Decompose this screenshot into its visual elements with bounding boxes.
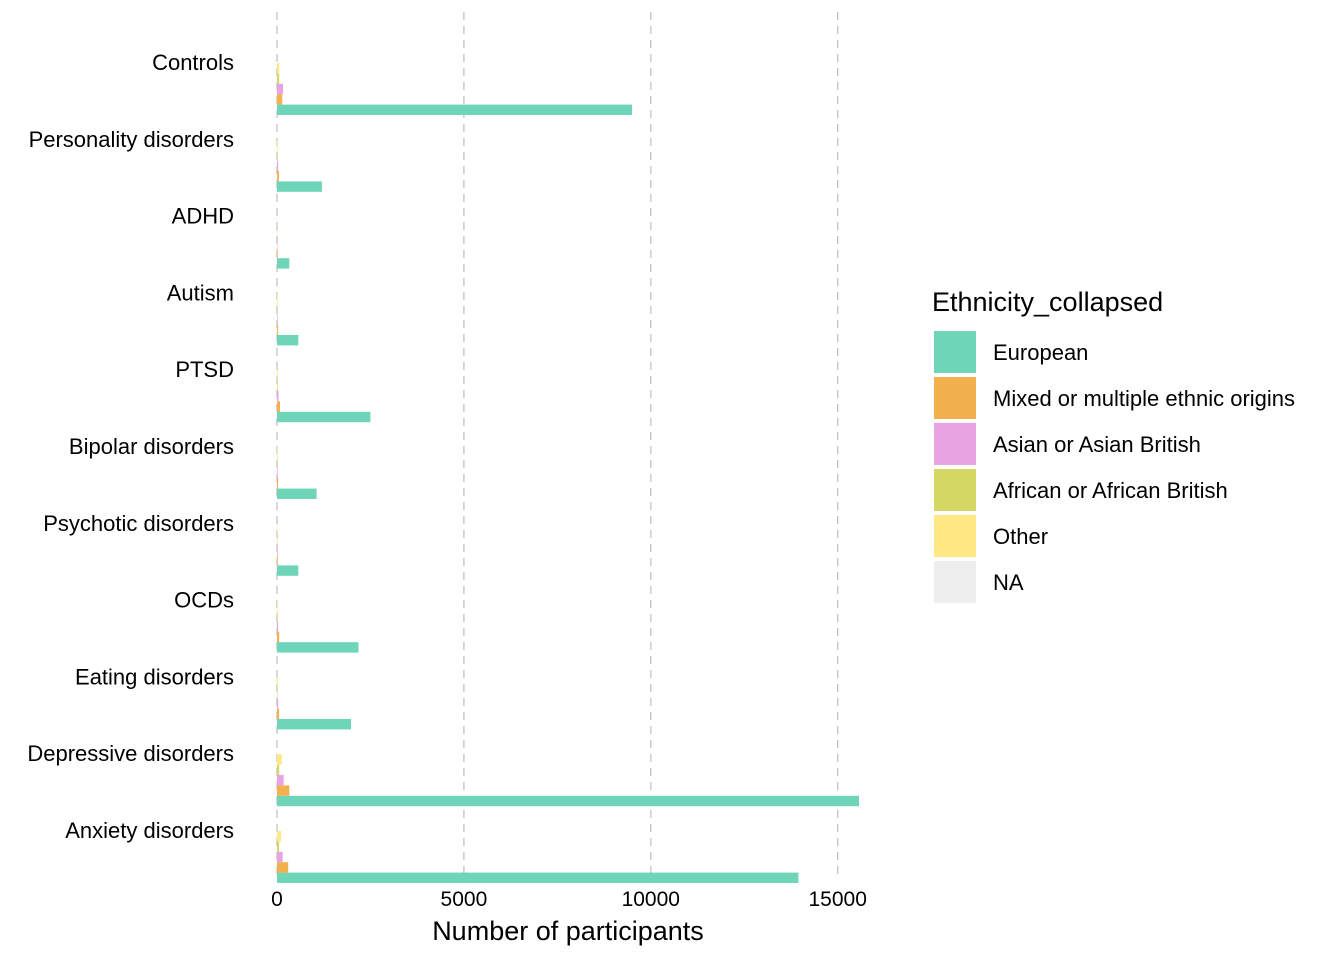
bar-psychotic-disorders-asian-or-asian-british <box>277 544 278 555</box>
gridlines <box>276 12 839 876</box>
bar-ocds-asian-or-asian-british <box>277 621 279 632</box>
legend-label-other: Other <box>993 524 1048 549</box>
bar-ocds-other <box>277 600 278 611</box>
y-label-ptsd: PTSD <box>175 357 234 382</box>
bar-psychotic-disorders-european <box>277 565 299 576</box>
y-label-controls: Controls <box>152 50 234 75</box>
bar-ocds-european <box>277 642 359 653</box>
x-tick-5000: 5000 <box>441 888 488 911</box>
legend-label-african-or-african-british: African or African British <box>993 478 1228 503</box>
bar-anxiety-disorders-other <box>277 831 282 842</box>
bar-psychotic-disorders-mixed-or-multiple-ethnic-origins <box>277 555 278 566</box>
x-tick-10000: 10000 <box>622 888 680 911</box>
y-label-ocds: OCDs <box>174 588 234 613</box>
bar-personality-disorders-asian-or-asian-british <box>277 160 279 171</box>
bar-bipolar-disorders-other <box>277 447 278 458</box>
bar-ptsd-asian-or-asian-british <box>277 391 279 402</box>
legend: Ethnicity_collapsed European Mixed or mul… <box>932 287 1295 605</box>
legend-label-mixed-or-multiple-ethnic-origins: Mixed or multiple ethnic origins <box>993 386 1295 411</box>
bar-controls-other <box>277 63 280 74</box>
bar-anxiety-disorders-mixed-or-multiple-ethnic-origins <box>277 862 289 873</box>
bar-ptsd-mixed-or-multiple-ethnic-origins <box>277 401 280 412</box>
y-label-depressive-disorders: Depressive disorders <box>27 741 234 766</box>
legend-swatch-mixed-or-multiple-ethnic-origins <box>932 375 978 421</box>
y-label-personality-disorders: Personality disorders <box>29 127 234 152</box>
legend-label-european: European <box>993 340 1088 365</box>
bar-autism-mixed-or-multiple-ethnic-origins <box>277 324 279 335</box>
bar-autism-asian-or-asian-british <box>277 314 278 325</box>
bar-bipolar-disorders-asian-or-asian-british <box>277 467 278 479</box>
y-label-adhd: ADHD <box>172 204 234 229</box>
bar-depressive-disorders-other <box>277 754 282 765</box>
bar-eating-disorders-other <box>277 677 278 688</box>
bar-anxiety-disorders-asian-or-asian-british <box>277 851 283 863</box>
legend-swatch-other <box>932 513 978 559</box>
bar-anxiety-disorders-african-or-african-british <box>277 841 280 852</box>
bar-controls-african-or-african-british <box>277 73 280 84</box>
y-label-eating-disorders: Eating disorders <box>75 664 234 689</box>
legend-swatch-asian-or-asian-british <box>932 421 978 467</box>
bar-adhd-mixed-or-multiple-ethnic-origins <box>277 247 278 259</box>
legend-swatch-european <box>932 329 978 375</box>
bar-anxiety-disorders-european <box>277 872 799 883</box>
y-label-bipolar-disorders: Bipolar disorders <box>69 434 234 459</box>
bar-ptsd-african-or-african-british <box>277 380 278 391</box>
bar-bipolar-disorders-european <box>277 488 317 499</box>
bar-controls-european <box>277 104 633 115</box>
bar-ptsd-other <box>277 370 278 381</box>
y-label-autism: Autism <box>167 280 234 305</box>
bar-controls-asian-or-asian-british <box>277 83 283 95</box>
bars <box>277 63 859 883</box>
bar-ocds-african-or-african-british <box>277 611 278 622</box>
y-label-anxiety-disorders: Anxiety disorders <box>65 818 234 843</box>
bar-depressive-disorders-mixed-or-multiple-ethnic-origins <box>277 785 290 796</box>
bar-autism-european <box>277 335 299 346</box>
bar-adhd-european <box>277 258 290 269</box>
legend-swatch-na <box>932 559 978 605</box>
bar-depressive-disorders-european <box>277 795 859 807</box>
x-axis-tick-labels: 0 5000 10000 15000 <box>271 888 867 911</box>
bar-ocds-mixed-or-multiple-ethnic-origins <box>277 631 280 643</box>
x-tick-15000: 15000 <box>808 888 866 911</box>
bar-controls-mixed-or-multiple-ethnic-origins <box>277 94 283 105</box>
bar-personality-disorders-other <box>277 139 278 151</box>
legend-swatch-african-or-african-british <box>932 467 978 513</box>
bar-depressive-disorders-african-or-african-british <box>277 764 280 775</box>
y-axis-labels: Controls Personality disorders ADHD Autism P… <box>27 50 234 843</box>
bar-eating-disorders-mixed-or-multiple-ethnic-origins <box>277 708 280 719</box>
x-axis-title: Number of participants <box>432 916 704 946</box>
bar-depressive-disorders-asian-or-asian-british <box>277 775 284 786</box>
bar-eating-disorders-asian-or-asian-british <box>277 698 279 709</box>
y-label-psychotic-disorders: Psychotic disorders <box>43 511 234 536</box>
bar-autism-other <box>277 293 278 304</box>
bar-personality-disorders-mixed-or-multiple-ethnic-origins <box>277 171 279 182</box>
bar-eating-disorders-european <box>277 719 351 730</box>
legend-title: Ethnicity_collapsed <box>932 287 1163 317</box>
bar-personality-disorders-european <box>277 181 322 192</box>
bar-bipolar-disorders-mixed-or-multiple-ethnic-origins <box>277 478 279 489</box>
legend-label-na: NA <box>993 570 1024 595</box>
bar-ptsd-european <box>277 411 371 423</box>
x-tick-0: 0 <box>271 888 283 911</box>
legend-label-asian-or-asian-british: Asian or Asian British <box>993 432 1201 457</box>
